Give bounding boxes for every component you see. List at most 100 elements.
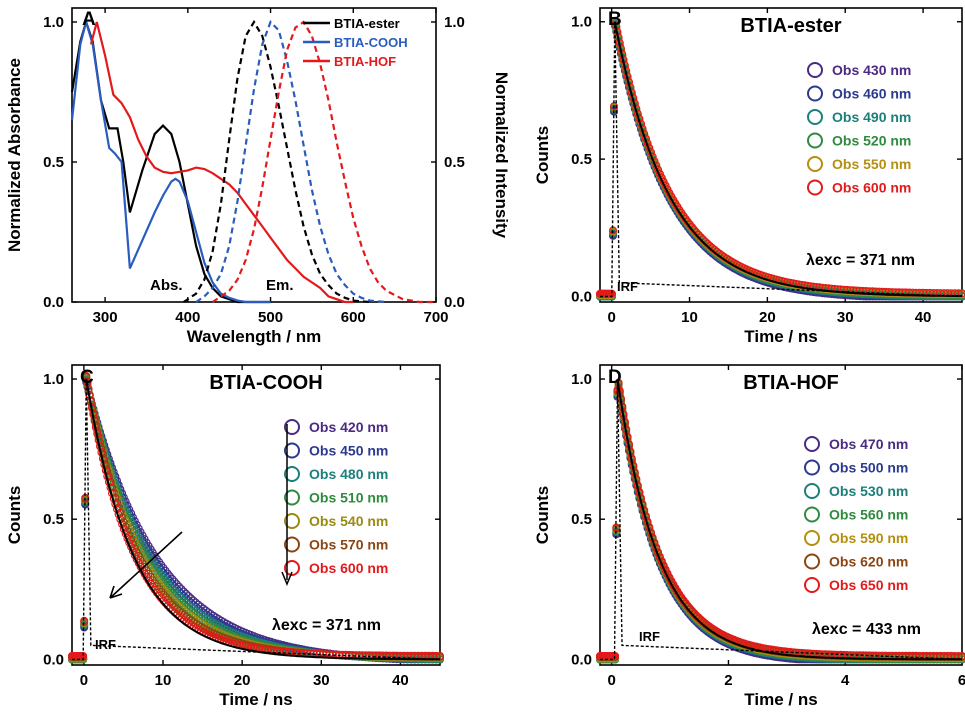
data-point xyxy=(172,584,181,593)
y-axis-label: Counts xyxy=(533,126,552,185)
y-tick-label: 0.0 xyxy=(43,651,64,668)
x-tick-label: 4 xyxy=(841,672,850,689)
legend-marker xyxy=(804,483,820,499)
x-axis-label: Time / ns xyxy=(744,327,817,346)
chart-title: BTIA-COOH xyxy=(209,372,322,394)
x-tick-label: 0 xyxy=(608,672,616,689)
legend-label: BTIA-COOH xyxy=(334,35,408,50)
data-point xyxy=(175,587,184,596)
data-point xyxy=(182,598,191,607)
legend-marker xyxy=(804,459,820,476)
y-right-tick-label: 1.0 xyxy=(444,14,465,31)
panel-b: 0 10 20 30 40 0.0 0.5 1.0 Time / ns Counts IRF BTIA… xyxy=(533,7,965,346)
legend-label: Obs 520 nm xyxy=(832,133,911,149)
legend-label: Obs 560 nm xyxy=(829,507,908,523)
y-tick-label: 1.0 xyxy=(43,14,64,31)
excitation-label: λexc = 371 nm xyxy=(806,252,915,269)
legend-label: BTIA-HOF xyxy=(334,54,396,69)
data-point xyxy=(134,539,143,548)
x-tick-label: 10 xyxy=(681,309,698,326)
series-5 xyxy=(595,381,965,663)
chart-title: BTIA-ester xyxy=(740,15,841,37)
x-tick-label: 30 xyxy=(313,672,330,689)
legend-marker xyxy=(807,156,823,172)
panel-c: 0 10 20 30 40 0.0 0.5 1.0 Time / ns Counts IRF BTIA… xyxy=(5,364,445,709)
excitation-label: λexc = 371 nm xyxy=(272,617,381,634)
series-absorbance-2 xyxy=(89,21,354,304)
x-tick-label: 400 xyxy=(175,309,200,326)
legend-label: Obs 600 nm xyxy=(309,560,388,576)
legend-label: Obs 600 nm xyxy=(832,180,911,196)
irf-line xyxy=(600,21,963,298)
legend-label: Obs 420 nm xyxy=(309,419,388,435)
x-tick-label: 0 xyxy=(608,309,616,326)
y-right-tick-label: 0.0 xyxy=(444,294,465,311)
data-point xyxy=(182,589,191,598)
data-point xyxy=(168,584,177,593)
plot-frame xyxy=(71,364,441,666)
y-tick-label: 0.5 xyxy=(571,511,592,528)
panel-d: 0 2 4 6 0.0 0.5 1.0 Time / ns Counts IRF BTIA-HOF D… xyxy=(533,364,965,709)
x-tick-label: 40 xyxy=(915,309,932,326)
panel-letter: A xyxy=(82,9,96,30)
legend-marker xyxy=(807,85,823,102)
legend-label: Obs 530 nm xyxy=(829,483,908,499)
legend-label: Obs 490 nm xyxy=(832,109,911,125)
legend-label: Obs 620 nm xyxy=(829,554,908,570)
y-tick-label: 0.0 xyxy=(571,651,592,668)
y-right-tick-label: 0.5 xyxy=(444,154,465,171)
x-tick-label: 20 xyxy=(759,309,776,326)
series-emission-4 xyxy=(195,19,387,304)
data-point xyxy=(184,600,193,609)
irf-label: IRF xyxy=(95,637,116,652)
data-point xyxy=(166,581,175,590)
data-point xyxy=(101,461,110,470)
y-right-axis-label: Normalized Intensity xyxy=(492,72,511,239)
x-tick-label: 6 xyxy=(958,672,965,689)
annotation-em: Em. xyxy=(266,277,294,294)
x-tick-label: 2 xyxy=(724,672,732,689)
x-tick-label: 10 xyxy=(155,672,172,689)
legend-marker xyxy=(804,506,820,523)
legend-label: Obs 550 nm xyxy=(832,156,911,172)
x-tick-label: 20 xyxy=(234,672,251,689)
x-tick-label: 300 xyxy=(93,309,118,326)
data-point xyxy=(179,591,188,600)
fit-line xyxy=(616,378,962,661)
series-absorbance-1 xyxy=(70,17,271,304)
legend-marker xyxy=(807,132,823,149)
legend-marker xyxy=(804,577,820,593)
y-tick-label: 0.0 xyxy=(43,294,64,311)
legend-marker xyxy=(804,436,820,452)
panel-letter: D xyxy=(608,367,622,388)
legend-label: Obs 470 nm xyxy=(829,436,908,452)
plot-frame xyxy=(71,7,437,303)
data-point xyxy=(177,594,186,603)
data-point xyxy=(100,455,109,464)
legend-label: Obs 590 nm xyxy=(829,530,908,546)
data-point xyxy=(93,424,102,433)
legend-marker xyxy=(804,553,820,570)
data-point xyxy=(172,589,181,598)
excitation-label: λexc = 433 nm xyxy=(812,621,921,638)
legend-marker xyxy=(807,179,823,196)
data-point xyxy=(175,591,184,600)
y-tick-label: 0.0 xyxy=(571,289,592,306)
irf-label: IRF xyxy=(617,279,638,294)
x-axis-label: Wavelength / nm xyxy=(187,327,321,346)
x-axis-label: Time / ns xyxy=(219,690,292,709)
y-axis-label: Normalized Absorbance xyxy=(5,58,24,252)
legend-marker xyxy=(807,62,823,78)
y-axis-label: Counts xyxy=(533,486,552,545)
y-tick-label: 1.0 xyxy=(571,14,592,31)
data-point xyxy=(170,586,179,595)
data-point xyxy=(179,596,188,605)
legend-label: Obs 450 nm xyxy=(309,443,388,459)
plot-frame xyxy=(599,7,963,303)
series-emission-3 xyxy=(183,19,370,304)
series-emission-5 xyxy=(211,20,436,304)
legend-label: Obs 500 nm xyxy=(829,460,908,476)
y-axis-label: Counts xyxy=(5,486,24,545)
legend-label: BTIA-ester xyxy=(334,16,400,31)
